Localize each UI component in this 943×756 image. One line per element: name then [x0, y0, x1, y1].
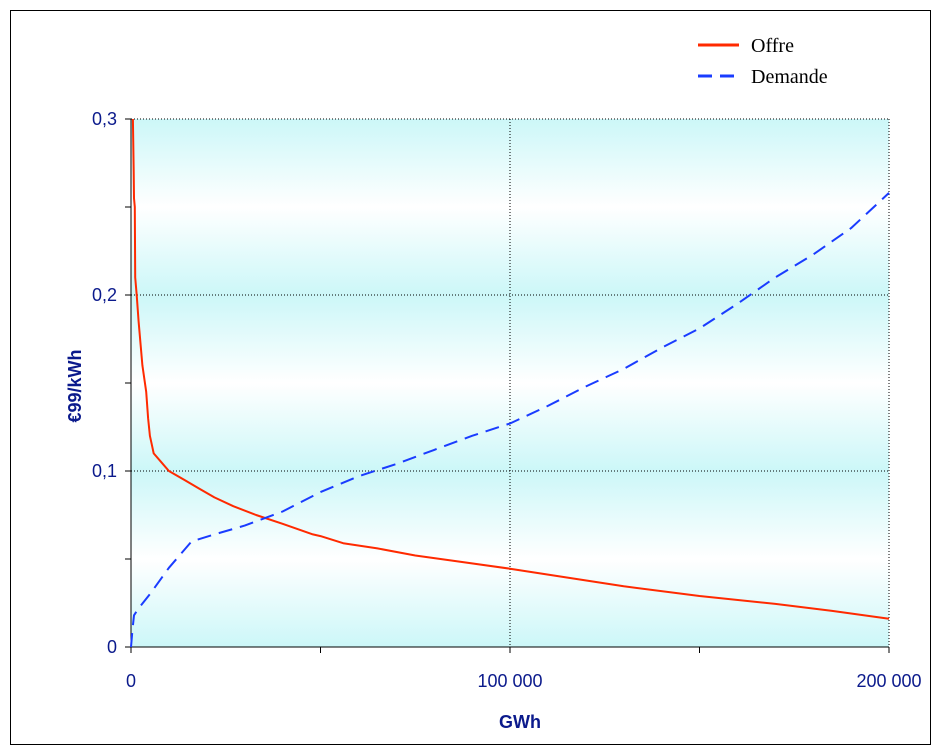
y-tick-label: 0,3 [92, 109, 117, 129]
series-line-offre [131, 118, 890, 620]
x-tick-label: 200 000 [856, 671, 921, 691]
x-tick-label: 100 000 [477, 671, 542, 691]
supply-demand-chart: 0 0,1 0,2 0,3 0 100 000 200 000 GWh €99/kWh Of… [65, 35, 922, 732]
y-axis-title: €99/kWh [65, 349, 85, 422]
axes [125, 118, 890, 653]
chart-frame: 0 0,1 0,2 0,3 0 100 000 200 000 GWh €99/kWh Of… [10, 10, 931, 745]
legend: Offre Demande [698, 35, 828, 88]
series-lines [130, 118, 890, 648]
x-tick-label: 0 [126, 671, 136, 691]
tick-labels: 0 0,1 0,2 0,3 0 100 000 200 000 [92, 109, 922, 691]
legend-label-demande: Demande [751, 66, 828, 88]
x-axis-title: GWh [499, 712, 541, 732]
legend-label-offre: Offre [751, 35, 794, 57]
y-tick-label: 0,2 [92, 285, 117, 305]
series-line-demande [130, 192, 890, 648]
gridlines [131, 118, 890, 647]
y-tick-label: 0 [107, 637, 117, 657]
y-tick-label: 0,1 [92, 461, 117, 481]
